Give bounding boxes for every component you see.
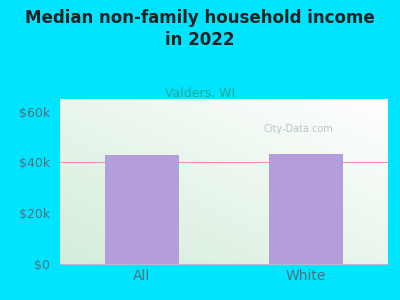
Bar bbox=[105, 155, 179, 264]
Text: City-Data.com: City-Data.com bbox=[263, 124, 333, 134]
Bar bbox=[269, 154, 343, 264]
Text: Median non-family household income
in 2022: Median non-family household income in 20… bbox=[25, 9, 375, 49]
Text: Valders, WI: Valders, WI bbox=[165, 87, 235, 100]
